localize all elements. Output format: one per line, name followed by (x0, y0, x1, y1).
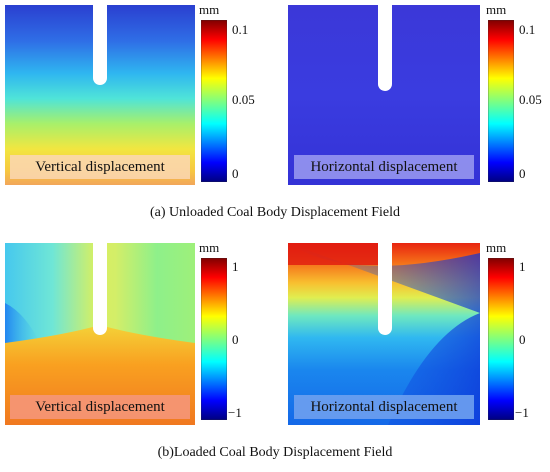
caption-a: (a) Unloaded Coal Body Displacement Fiel… (150, 205, 400, 220)
colorbar-tick-max: 0.1 (519, 22, 536, 37)
colorbar-tick-max: 1 (232, 259, 239, 274)
colorbar (487, 19, 515, 183)
colorbar-tick-min: 0 (232, 166, 239, 181)
colorbar-tick-min: −1 (228, 405, 242, 420)
field-label: Horizontal displacement (294, 395, 474, 419)
field-label: Vertical displacement (10, 395, 190, 419)
colorbar-unit: mm (486, 2, 507, 17)
colorbar-tick-min: 0 (519, 166, 526, 181)
field-label: Horizontal displacement (294, 155, 474, 179)
colorbar (200, 19, 228, 183)
loaded-horizontal-field: Horizontal displacement (288, 243, 480, 425)
colorbar-tick-max: 1 (519, 259, 526, 274)
unloaded-vertical-field: Vertical displacement (5, 5, 195, 185)
colorbar-unit: mm (199, 240, 220, 255)
colorbar-tick-mid: 0.05 (232, 92, 255, 107)
colorbar-unit: mm (199, 2, 220, 17)
colorbar-tick-mid: 0 (519, 332, 526, 347)
colorbar-tick-min: −1 (515, 405, 529, 420)
colorbar-tick-mid: 0.05 (519, 92, 542, 107)
field-label: Vertical displacement (10, 155, 190, 179)
colorbar-tick-mid: 0 (232, 332, 239, 347)
loaded-vertical-field: Vertical displacement (5, 243, 195, 425)
colorbar-unit: mm (486, 240, 507, 255)
colorbar (200, 257, 228, 421)
unloaded-horizontal-field: Horizontal displacement (288, 5, 480, 185)
colorbar (487, 257, 515, 421)
caption-b: (b)Loaded Coal Body Displacement Field (157, 445, 393, 460)
colorbar-tick-max: 0.1 (232, 22, 249, 37)
